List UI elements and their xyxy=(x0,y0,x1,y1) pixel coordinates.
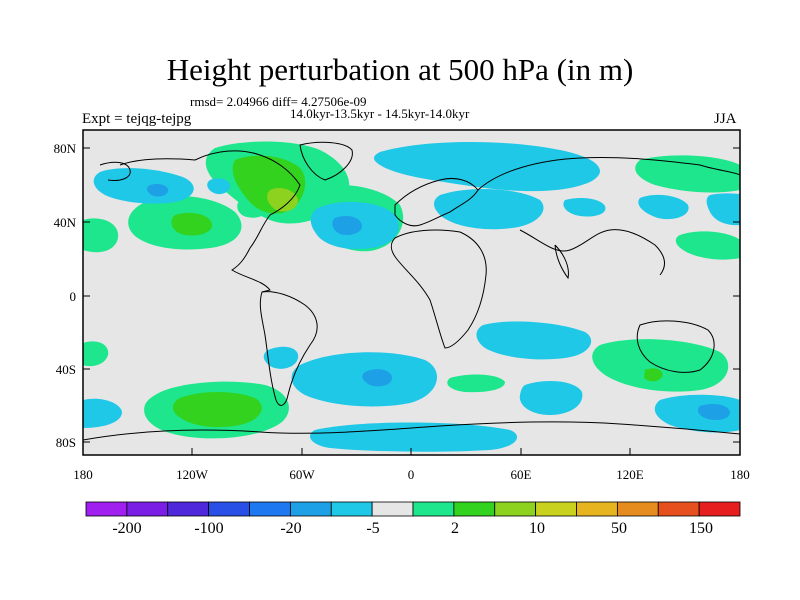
lat-label: 80S xyxy=(55,435,76,450)
anomaly-region xyxy=(267,188,298,212)
coastline-south-america xyxy=(259,291,318,406)
anomaly-region xyxy=(83,398,122,428)
coastline-asia xyxy=(477,156,740,276)
lon-label: 120E xyxy=(616,467,644,482)
colorbar-swatch xyxy=(412,501,455,517)
colorbar-swatch xyxy=(494,501,537,517)
colorbar-swatch xyxy=(167,501,210,517)
colorbar-swatch xyxy=(208,501,250,517)
anomaly-region xyxy=(447,374,505,393)
season-label: JJA xyxy=(714,111,737,127)
lon-label: 180 xyxy=(73,467,93,482)
plot-title: Height perturbation at 500 hPa (in m) xyxy=(166,52,634,87)
colorbar-swatch xyxy=(330,501,373,517)
peak-positive-anomaly-regions xyxy=(267,188,298,212)
anomaly-region xyxy=(93,168,194,204)
colorbar-label: -20 xyxy=(280,520,302,537)
anomaly-region xyxy=(147,183,169,197)
lon-label: 0 xyxy=(407,467,415,482)
anomaly-region xyxy=(171,212,213,236)
anomaly-region xyxy=(207,178,231,195)
coastline-greenland xyxy=(299,141,353,181)
lon-ticks xyxy=(82,448,741,455)
lat-label: 40N xyxy=(53,215,76,230)
colorbar-swatch xyxy=(453,501,496,517)
coastline-alaska xyxy=(99,161,131,181)
anomaly-region xyxy=(374,141,600,192)
anomaly-region xyxy=(635,155,740,193)
lon-label: 60W xyxy=(289,467,315,482)
colorbar-label: 2 xyxy=(451,520,459,537)
colorbar-label: 150 xyxy=(689,520,713,537)
anomaly-region xyxy=(654,394,740,433)
colorbar-label: -200 xyxy=(112,520,142,537)
anomaly-region xyxy=(706,193,740,226)
anomaly-region xyxy=(434,188,544,230)
colorbar-swatch xyxy=(85,501,128,517)
colorbar xyxy=(85,501,741,517)
anomaly-region xyxy=(675,231,740,260)
anomaly-region xyxy=(592,339,729,392)
colorbar-label: -100 xyxy=(194,520,224,537)
lat-ticks xyxy=(83,147,740,443)
anomaly-region xyxy=(362,369,392,387)
lat-label: 80N xyxy=(53,141,76,156)
anomaly-region xyxy=(172,392,262,428)
coastline-africa xyxy=(390,229,487,349)
plot-subtitle: 14.0kyr-13.5kyr - 14.5kyr-14.0kyr xyxy=(290,106,470,121)
coastline-australia xyxy=(636,320,715,373)
anomaly-region xyxy=(563,198,606,217)
coastline-antarctica xyxy=(83,421,740,441)
colorbar-swatch xyxy=(371,501,414,517)
strong-negative-anomaly-regions xyxy=(147,183,730,420)
experiment-label: Expt = tejqg-tejpg xyxy=(82,111,192,127)
anomaly-region xyxy=(519,380,583,415)
colorbar-label: -5 xyxy=(366,520,380,537)
anomaly-region xyxy=(332,216,363,235)
anomaly-region xyxy=(83,341,109,367)
colorbar-swatch xyxy=(249,501,291,517)
anomaly-region xyxy=(638,194,689,220)
coastlines xyxy=(83,141,740,441)
colorbar-swatch xyxy=(657,501,700,517)
anomaly-region xyxy=(310,422,518,452)
colorbar-swatch xyxy=(535,501,577,517)
lon-label: 120W xyxy=(176,467,208,482)
anomaly-region xyxy=(644,368,663,382)
colorbar-swatch xyxy=(126,501,169,517)
anomaly-region xyxy=(697,404,730,420)
anomaly-region xyxy=(263,346,299,369)
colorbar-label: 50 xyxy=(611,520,627,537)
coastline-india xyxy=(554,244,569,280)
colorbar-swatch xyxy=(289,501,332,517)
height-anomaly-field xyxy=(83,141,740,452)
lat-label: 40S xyxy=(55,362,76,377)
anomaly-region xyxy=(476,321,592,360)
colorbar-label: 10 xyxy=(529,520,545,537)
coastline-europe xyxy=(394,177,479,227)
lat-label: 0 xyxy=(69,289,77,304)
anomaly-region xyxy=(83,218,119,253)
colorbar-swatch xyxy=(698,501,741,517)
coastline-north-america xyxy=(119,150,301,293)
colorbar-swatch xyxy=(616,501,659,517)
lon-label: 60E xyxy=(510,467,532,482)
lon-label: 180 xyxy=(730,467,750,482)
stats-line: rmsd= 2.04966 diff= 4.27506e-09 xyxy=(190,94,367,109)
colorbar-swatch xyxy=(576,501,618,517)
